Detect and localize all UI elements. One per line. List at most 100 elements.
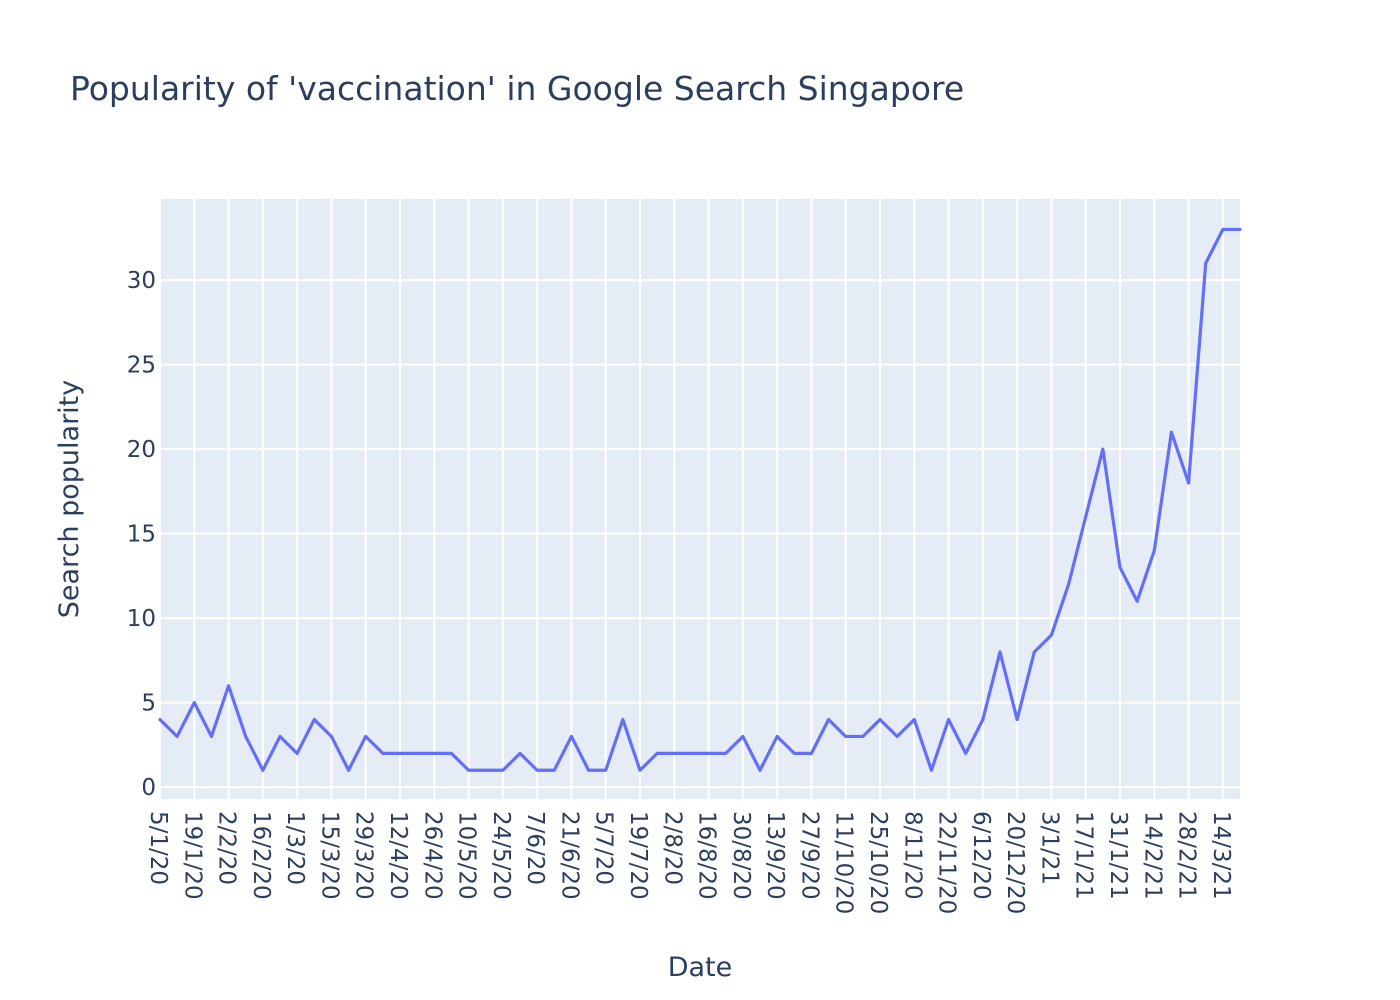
x-tick-label: 16/2/20 [248, 811, 274, 900]
data-point [587, 769, 590, 772]
data-point [158, 718, 161, 721]
x-tick-label: 12/4/20 [385, 811, 411, 900]
data-point [347, 769, 350, 772]
data-point [313, 718, 316, 721]
x-tick-label: 22/11/20 [934, 811, 960, 914]
data-point [210, 735, 213, 738]
x-tick-label: 30/8/20 [728, 811, 754, 900]
data-point [1101, 448, 1104, 451]
x-tick-label: 8/11/20 [899, 811, 925, 900]
x-tick-label: 5/1/20 [145, 811, 171, 885]
data-point [1187, 481, 1190, 484]
x-axis-title: Date [668, 952, 733, 983]
data-point [176, 735, 179, 738]
data-point [450, 752, 453, 755]
data-point [193, 701, 196, 704]
data-point [998, 650, 1001, 653]
x-tick-label: 31/1/21 [1105, 811, 1131, 900]
data-point [467, 769, 470, 772]
x-tick-label: 13/9/20 [762, 811, 788, 900]
data-point [930, 769, 933, 772]
y-tick-label: 0 [141, 775, 156, 801]
x-tick-label: 20/12/20 [1002, 811, 1028, 914]
data-point [416, 752, 419, 755]
plot-background [160, 199, 1240, 799]
data-point [364, 735, 367, 738]
y-tick-label: 30 [127, 268, 156, 294]
data-point [1136, 600, 1139, 603]
data-point [570, 735, 573, 738]
data-point [913, 718, 916, 721]
x-tick-label: 11/10/20 [831, 811, 857, 914]
x-tick-label: 2/8/20 [659, 811, 685, 885]
x-tick-label: 26/4/20 [419, 811, 445, 900]
series-layer [158, 227, 1242, 772]
data-point [638, 769, 641, 772]
x-tick-label: 19/7/20 [625, 811, 651, 900]
series-line [158, 227, 1242, 772]
data-point [947, 718, 950, 721]
data-point [741, 735, 744, 738]
data-point [604, 769, 607, 772]
x-tick-label: 27/9/20 [796, 811, 822, 900]
x-tick-label: 5/7/20 [591, 811, 617, 885]
data-point [433, 752, 436, 755]
y-tick-label: 5 [141, 691, 156, 717]
data-point [673, 752, 676, 755]
x-tick-label: 29/3/20 [351, 811, 377, 900]
data-point [553, 769, 556, 772]
data-point [1153, 549, 1156, 552]
x-tick-label: 25/10/20 [865, 811, 891, 914]
data-point [1067, 583, 1070, 586]
data-point [1016, 718, 1019, 721]
x-tick-label: 6/12/20 [968, 811, 994, 900]
x-tick-label: 28/2/21 [1174, 811, 1200, 900]
data-point [1221, 228, 1224, 231]
data-point [1033, 650, 1036, 653]
data-point [536, 769, 539, 772]
x-tick-label: 24/5/20 [488, 811, 514, 900]
data-point [484, 769, 487, 772]
data-point [1170, 431, 1173, 434]
data-point [656, 752, 659, 755]
data-point [1118, 566, 1121, 569]
x-tick-label: 17/1/21 [1071, 811, 1097, 900]
data-point [244, 735, 247, 738]
data-point [296, 752, 299, 755]
data-point [278, 735, 281, 738]
data-point [981, 718, 984, 721]
data-point [501, 769, 504, 772]
x-tick-label: 21/6/20 [556, 811, 582, 900]
data-point [758, 769, 761, 772]
y-axis-ticks: 0 5 10 15 20 25 30 [127, 268, 156, 801]
y-tick-label: 25 [127, 353, 156, 379]
data-point [1084, 515, 1087, 518]
data-point [707, 752, 710, 755]
data-point [964, 752, 967, 755]
x-tick-label: 10/5/20 [454, 811, 480, 900]
data-point [227, 684, 230, 687]
x-tick-label: 3/1/21 [1036, 811, 1062, 885]
chart-title: Popularity of 'vaccination' in Google Se… [70, 69, 964, 108]
x-axis-ticks: 5/1/20 19/1/20 2/2/20 16/2/20 1/3/20 15/3/20 2… [145, 811, 1234, 914]
data-point [330, 735, 333, 738]
data-point [878, 718, 881, 721]
grid-lines [159, 199, 1240, 799]
data-point [381, 752, 384, 755]
x-tick-label: 1/3/20 [282, 811, 308, 885]
data-point [1204, 262, 1207, 265]
x-tick-label: 19/1/20 [179, 811, 205, 900]
x-tick-label: 15/3/20 [316, 811, 342, 900]
y-tick-label: 10 [127, 606, 156, 632]
x-tick-label: 2/2/20 [214, 811, 240, 885]
data-point [724, 752, 727, 755]
x-tick-label: 16/8/20 [694, 811, 720, 900]
data-point [844, 735, 847, 738]
y-tick-label: 15 [127, 522, 156, 548]
x-tick-label: 14/2/21 [1139, 811, 1165, 900]
data-point [861, 735, 864, 738]
data-point [896, 735, 899, 738]
data-point [1050, 633, 1053, 636]
